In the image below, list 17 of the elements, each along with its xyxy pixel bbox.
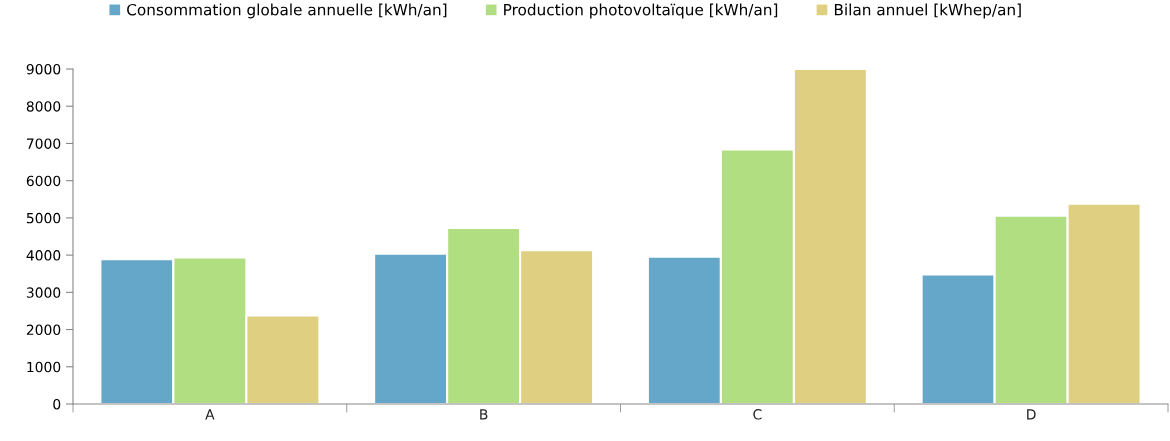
y-tick-label: 0 — [53, 398, 61, 410]
legend-label: Consommation globale annuelle [kWh/an] — [127, 3, 447, 19]
y-tick-label: 5000 — [26, 212, 61, 224]
x-tick-label: B — [480, 409, 488, 420]
y-tick-label: 2000 — [26, 324, 61, 336]
y-tick-label: 8000 — [26, 101, 61, 112]
y-tick-label: 3000 — [26, 287, 61, 298]
x-tick-label: D — [1027, 409, 1036, 420]
x-tick-label: A — [205, 409, 215, 420]
y-tick-label: 4000 — [26, 250, 61, 261]
y-tick-label: 9000 — [26, 63, 61, 75]
y-tick-label: 1000 — [27, 361, 61, 373]
legend-label: Bilan annuel [kWhep/an] — [834, 3, 1021, 19]
y-tick-label: 6000 — [26, 175, 61, 187]
legend-label: Production photovoltaïque [kWh/an] — [504, 3, 778, 19]
y-tick-label: 7000 — [26, 138, 61, 149]
x-tick-label: C — [753, 409, 762, 420]
